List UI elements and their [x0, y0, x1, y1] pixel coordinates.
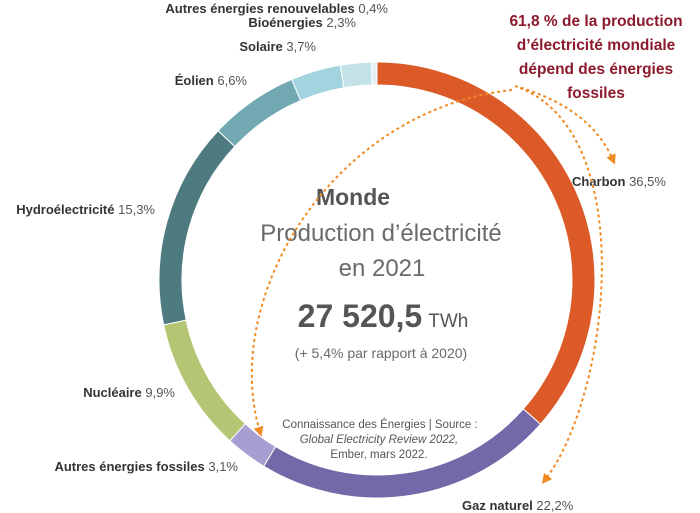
total-unit: TWh: [428, 311, 468, 332]
center-subtitle-line2: en 2021: [339, 255, 426, 282]
segment-autres-energies-renouvelables: [371, 61, 378, 86]
label-hydroelectricite: Hydroélectricité 15,3%: [16, 202, 155, 217]
segment-hydroelectricite: [158, 130, 236, 326]
annotation-line-2: d’électricité mondiale: [517, 37, 676, 54]
total-value: 27 520,5: [298, 298, 423, 334]
label-charbon: Charbon 36,5%: [572, 174, 666, 189]
label-autres-fossiles: Autres énergies fossiles 3,1%: [54, 459, 238, 474]
label-nucleaire: Nucléaire 9,9%: [83, 385, 175, 400]
source-line-3: Ember, mars 2022.: [330, 449, 427, 461]
source-line-2: Global Electricity Review 2022,: [300, 434, 459, 446]
label-bioenergies: Bioénergies 2,3%: [248, 15, 356, 30]
segment-bioenergies: [339, 61, 373, 89]
center-comparison: (+ 5,4% par rapport à 2020): [295, 345, 467, 361]
segment-nucleaire: [163, 319, 247, 442]
arrow-to-charbon: [514, 85, 616, 165]
donut-segments: [158, 61, 596, 499]
label-eolien: Éolien 6,6%: [175, 73, 248, 88]
segment-eolien: [217, 78, 302, 148]
arrow-to-gaz-naturel: [519, 87, 603, 484]
source-line-1: Connaissance des Énergies | Source :: [282, 418, 477, 431]
annotation-line-1: 61,8 % de la production: [509, 13, 682, 30]
label-autres-renouvelables: Autres énergies renouvelables 0,4%: [165, 1, 388, 16]
arrow-to-autres-fossiles: [250, 89, 513, 437]
center-subtitle-line1: Production d’électricité: [260, 220, 501, 247]
annotation-line-4: fossiles: [567, 85, 625, 102]
annotation-line-3: dépend des énergies: [519, 61, 673, 78]
center-total: 27 520,5 TWh: [298, 298, 469, 334]
label-solaire: Solaire 3,7%: [239, 39, 316, 54]
label-gaz-naturel: Gaz naturel 22,2%: [462, 498, 574, 513]
center-title: Monde: [316, 184, 390, 210]
segment-solaire: [291, 64, 345, 102]
